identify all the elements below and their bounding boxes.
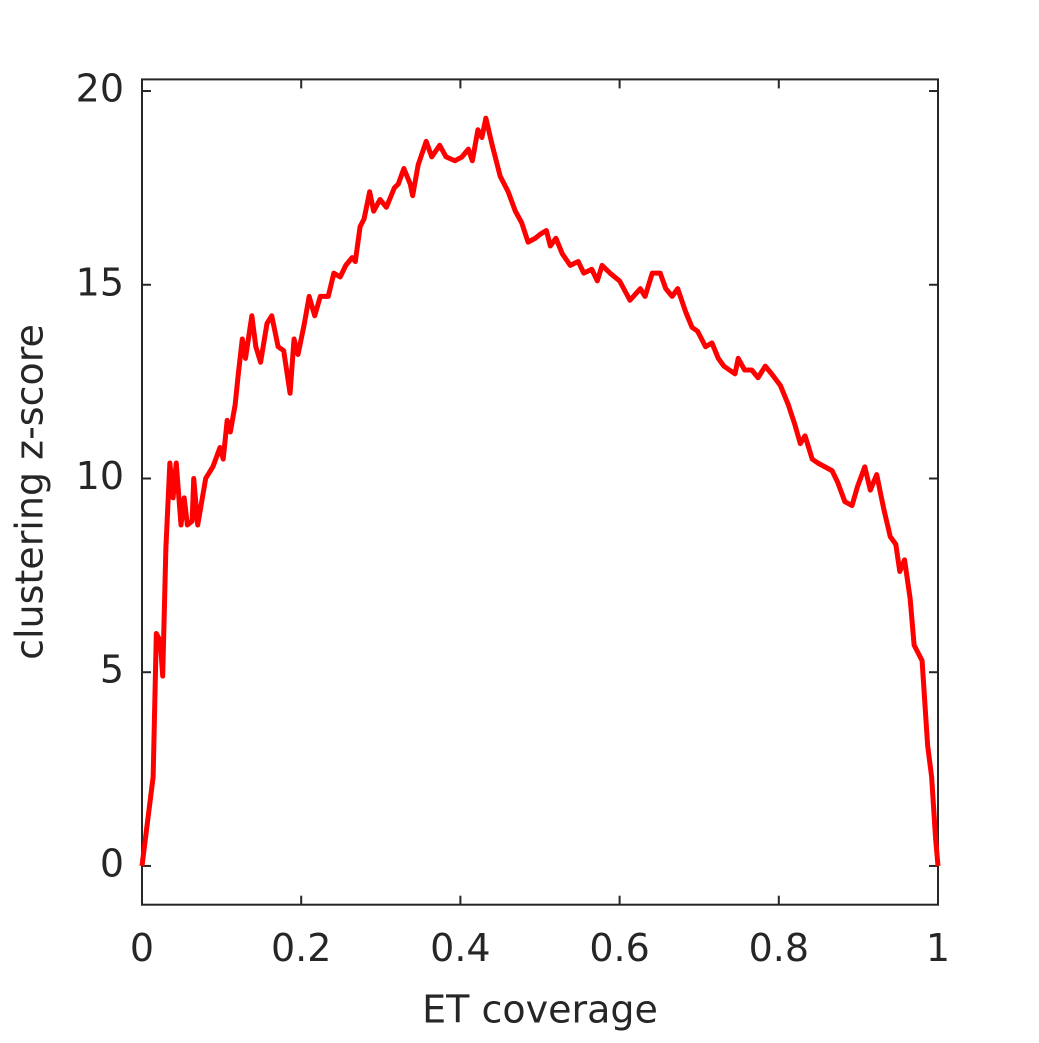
y-tick-label: 15 bbox=[76, 260, 124, 304]
y-axis-label: clustering z-score bbox=[8, 324, 52, 660]
x-tick-label: 0.4 bbox=[430, 926, 490, 970]
data-line bbox=[139, 115, 941, 867]
x-tick-label: 0.8 bbox=[749, 926, 809, 970]
y-tick-label: 0 bbox=[100, 841, 124, 885]
x-tick-label: 1 bbox=[926, 926, 950, 970]
y-tick-label: 5 bbox=[100, 648, 124, 692]
y-tick-label: 20 bbox=[76, 67, 124, 111]
y-tick-label: 10 bbox=[76, 454, 124, 498]
x-tick-label: 0 bbox=[130, 926, 154, 970]
axes-box bbox=[141, 78, 939, 906]
x-tick-label: 0.2 bbox=[271, 926, 331, 970]
x-tick-label: 0.6 bbox=[589, 926, 649, 970]
x-axis-label: ET coverage bbox=[422, 988, 658, 1032]
